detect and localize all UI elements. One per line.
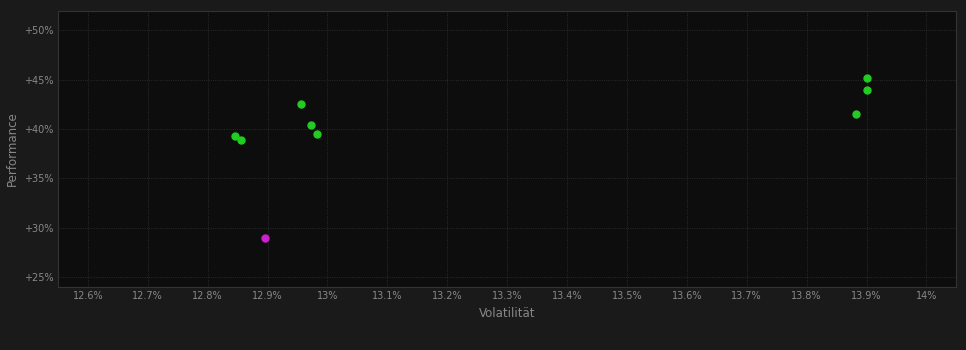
X-axis label: Volatilität: Volatilität (479, 307, 535, 320)
Point (227, 133, 242, 139)
Y-axis label: Performance: Performance (6, 111, 18, 186)
Point (859, 88, 874, 93)
Point (309, 131, 325, 137)
Point (293, 102, 308, 107)
Point (233, 137, 248, 143)
Point (859, 75, 874, 80)
Point (257, 235, 272, 240)
Point (848, 111, 864, 117)
Point (303, 122, 319, 128)
